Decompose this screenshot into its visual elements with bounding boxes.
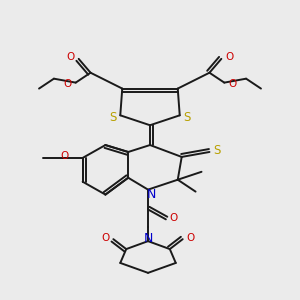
- Text: O: O: [170, 213, 178, 224]
- Text: N: N: [146, 188, 156, 201]
- Text: O: O: [187, 233, 195, 243]
- Text: O: O: [101, 233, 110, 243]
- Text: O: O: [67, 52, 75, 62]
- Text: S: S: [183, 111, 190, 124]
- Text: S: S: [110, 111, 117, 124]
- Text: O: O: [64, 79, 72, 88]
- Text: N: N: [143, 232, 153, 245]
- Text: O: O: [228, 79, 236, 88]
- Text: S: S: [214, 145, 221, 158]
- Text: O: O: [225, 52, 233, 62]
- Text: O: O: [61, 151, 69, 161]
